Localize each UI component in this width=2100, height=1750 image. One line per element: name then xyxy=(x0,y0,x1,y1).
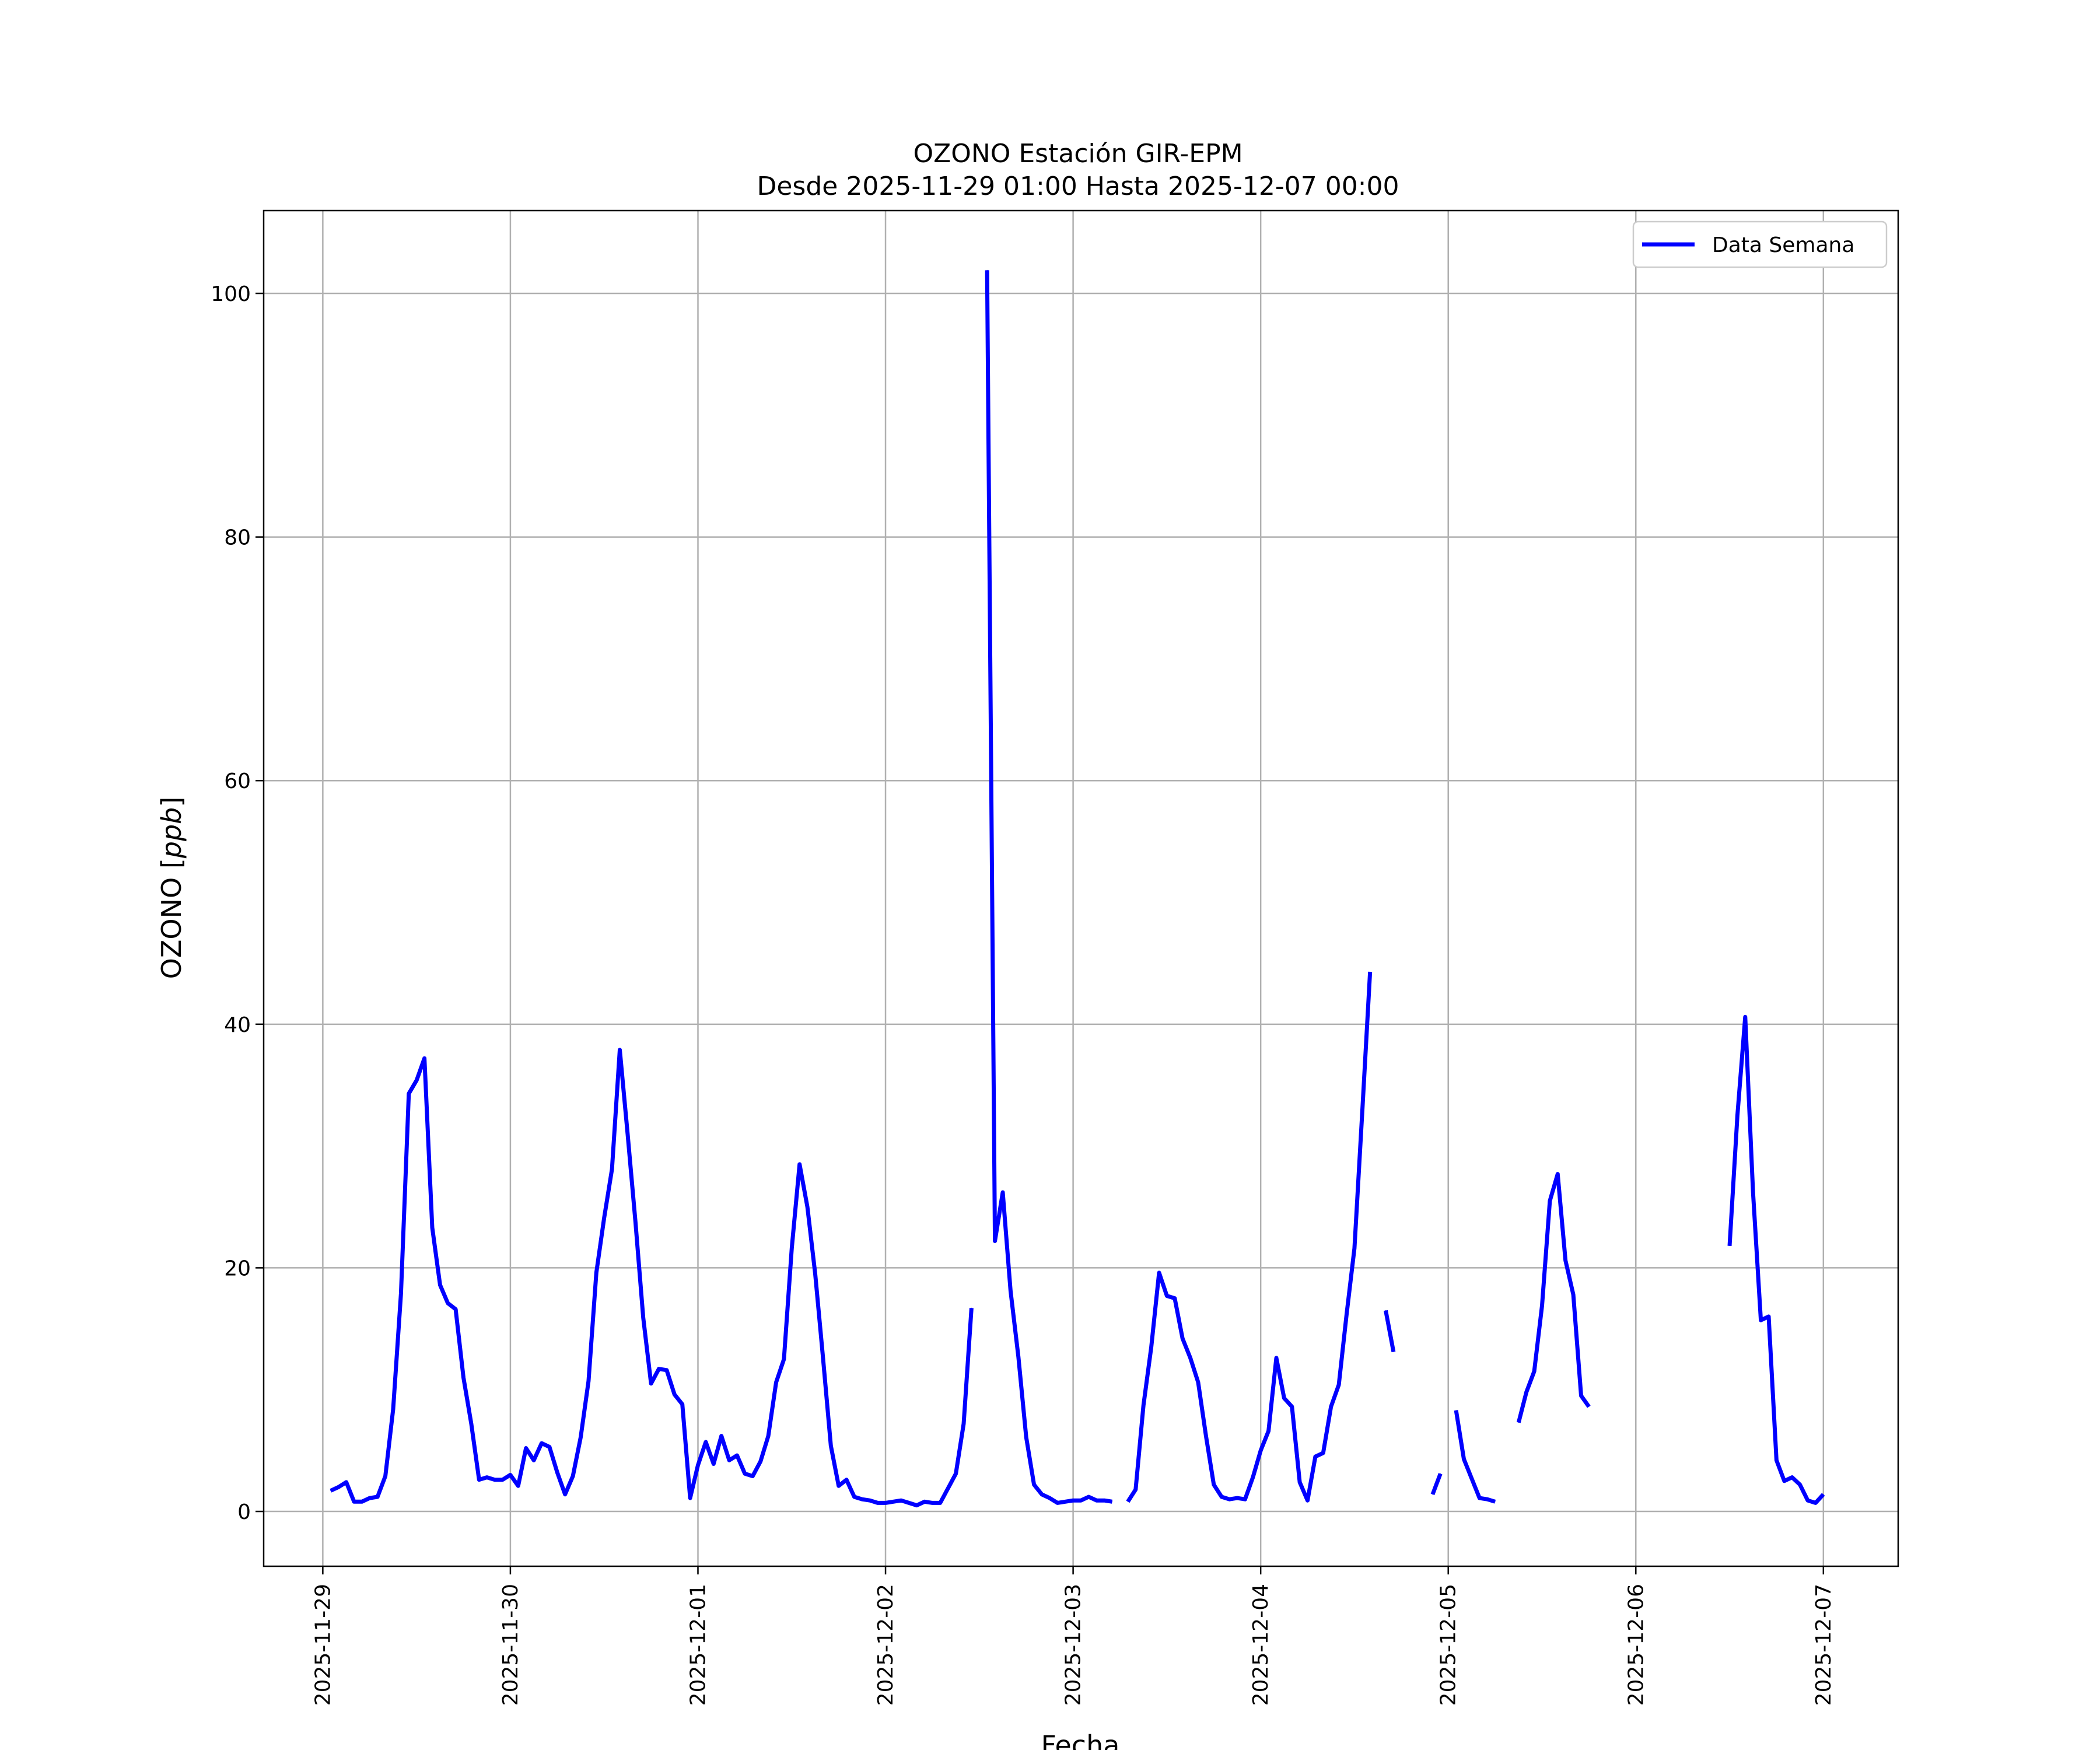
data-point xyxy=(541,1443,542,1444)
data-point xyxy=(846,1479,847,1480)
data-point xyxy=(1385,1310,1386,1311)
y-tick-label: 0 xyxy=(237,1500,251,1524)
x-tick-label: 2025-11-29 xyxy=(311,1584,335,1706)
data-point xyxy=(1760,1320,1762,1321)
x-tick-label: 2025-12-07 xyxy=(1812,1584,1836,1706)
data-point xyxy=(1588,1406,1590,1407)
data-point xyxy=(1104,1500,1105,1501)
data-point xyxy=(556,1472,558,1473)
data-point xyxy=(822,1357,824,1359)
data-point xyxy=(1237,1497,1238,1499)
x-tick-label: 2025-12-04 xyxy=(1249,1584,1273,1706)
x-axis-label: Fecha xyxy=(1041,1730,1120,1750)
data-point xyxy=(1182,1338,1183,1339)
data-point xyxy=(330,1490,331,1491)
data-point xyxy=(1737,1115,1738,1116)
data-point xyxy=(338,1486,339,1488)
data-point xyxy=(947,1488,949,1489)
data-point xyxy=(478,1479,480,1480)
data-point xyxy=(705,1441,706,1443)
data-point xyxy=(1135,1489,1136,1490)
data-point xyxy=(690,1497,691,1499)
data-point xyxy=(986,270,988,271)
data-point xyxy=(760,1461,761,1462)
data-point xyxy=(408,1093,410,1094)
data-point xyxy=(783,1359,785,1360)
x-tick-label: 2025-11-30 xyxy=(499,1584,523,1706)
data-point xyxy=(1010,1290,1011,1292)
chart-title-line1: OZONO Estación GIR-EPM xyxy=(913,139,1242,169)
data-point xyxy=(596,1272,597,1273)
data-point xyxy=(1791,1477,1793,1478)
data-point xyxy=(1096,1500,1097,1501)
y-tick-label: 20 xyxy=(224,1256,251,1280)
data-point xyxy=(1518,1422,1519,1423)
data-point xyxy=(1776,1460,1777,1461)
data-point xyxy=(1252,1477,1254,1478)
data-point xyxy=(1307,1500,1308,1501)
y-axis-label: OZONO [ppb] xyxy=(156,797,187,979)
chart-title-line2: Desde 2025-11-29 01:00 Hasta 2025-12-07 … xyxy=(757,172,1399,201)
legend: Data Semana xyxy=(1632,220,1888,268)
legend-label-data-semana: Data Semana xyxy=(1712,233,1854,257)
x-tick-label: 2025-12-03 xyxy=(1062,1584,1086,1706)
data-point xyxy=(502,1479,503,1480)
data-point xyxy=(1322,1452,1324,1454)
x-tick-label: 2025-12-01 xyxy=(686,1584,710,1706)
data-point xyxy=(1080,1500,1082,1501)
y-tick-label: 80 xyxy=(224,526,251,550)
data-point xyxy=(1158,1272,1160,1273)
x-tick-label: 2025-12-05 xyxy=(1437,1584,1461,1706)
series-line-segment xyxy=(1126,971,1373,1503)
data-point xyxy=(432,1227,433,1228)
data-point xyxy=(1229,1499,1230,1500)
series-line-segment xyxy=(1384,1310,1396,1353)
y-tick-label: 60 xyxy=(224,769,251,793)
data-point xyxy=(1049,1497,1050,1499)
axis-ticks: 0 20 40 60 80 100 2025-11-29 2025-11-30 2025-12-… xyxy=(211,282,1836,1706)
data-point xyxy=(916,1505,918,1506)
legend-box xyxy=(1632,220,1888,268)
data-point xyxy=(807,1206,808,1208)
grid xyxy=(264,211,1898,1566)
data-point xyxy=(1276,1357,1277,1359)
y-tick-label: 40 xyxy=(224,1013,251,1037)
series-line-segment xyxy=(1430,1473,1443,1496)
data-point xyxy=(1268,1430,1269,1432)
y-tick-label: 100 xyxy=(211,282,251,306)
data-point xyxy=(463,1377,464,1378)
series-data-semana xyxy=(330,270,1825,1508)
x-tick-label: 2025-12-02 xyxy=(874,1584,898,1706)
data-point xyxy=(650,1383,652,1384)
data-point xyxy=(1018,1356,1019,1357)
data-point xyxy=(1190,1357,1191,1359)
data-point xyxy=(729,1460,730,1461)
data-point xyxy=(1549,1200,1550,1202)
series-line-segment xyxy=(1516,1172,1591,1423)
data-point xyxy=(1487,1499,1488,1500)
x-tick-label: 2025-12-06 xyxy=(1624,1584,1648,1706)
data-point xyxy=(1479,1497,1480,1499)
data-point xyxy=(815,1273,816,1275)
data-point xyxy=(369,1497,370,1499)
data-point xyxy=(1143,1405,1144,1406)
data-point xyxy=(1471,1478,1472,1479)
plot-frame xyxy=(262,209,1899,1567)
data-point xyxy=(447,1303,449,1304)
series-line-segment xyxy=(1454,1410,1496,1504)
data-point xyxy=(1565,1260,1566,1261)
data-point xyxy=(1752,1192,1754,1193)
data-point xyxy=(1573,1294,1574,1295)
data-point xyxy=(627,1133,628,1135)
data-point xyxy=(424,1058,425,1059)
data-point xyxy=(1151,1346,1152,1348)
data-point xyxy=(674,1394,675,1395)
